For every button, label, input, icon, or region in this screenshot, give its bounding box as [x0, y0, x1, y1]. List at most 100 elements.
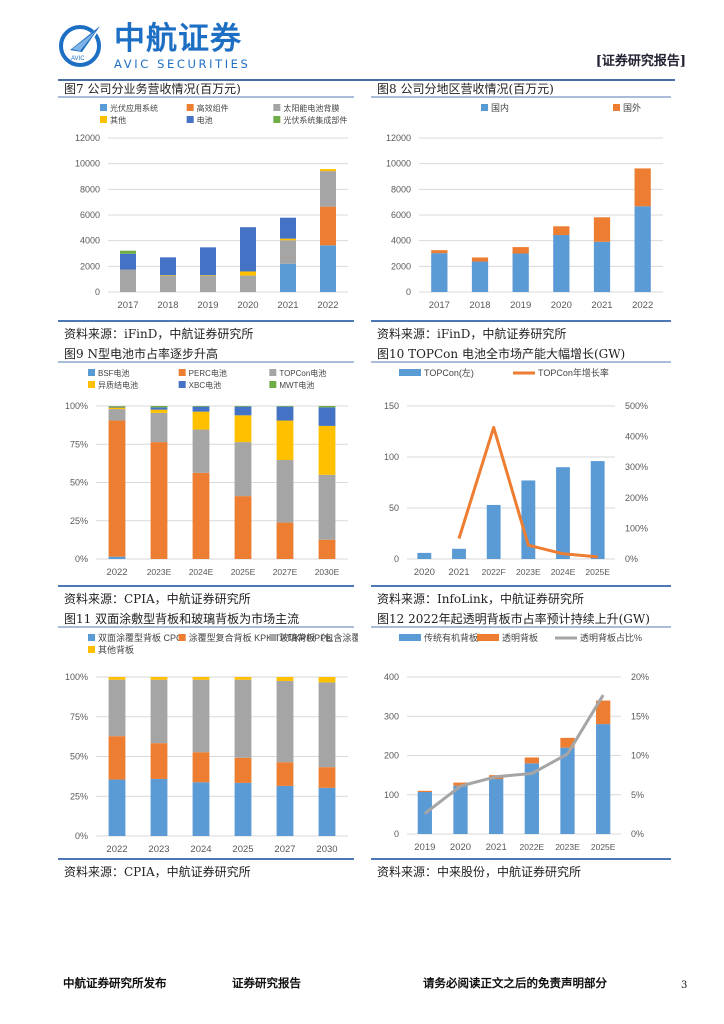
logo-chinese-name: 中航证券: [114, 21, 242, 57]
y-tick-label: 6000: [80, 210, 100, 220]
bar-segment: [200, 247, 216, 276]
fig11-chart: 双面涂覆型背板 CPC 涂覆型复合背板 KPK/TPT/KPF/PPE玻璃背板（包…: [65, 632, 358, 855]
bar-segment: [192, 679, 210, 753]
bar-segment: [160, 257, 176, 276]
x-tick-label: 2022: [106, 567, 127, 578]
y-tick-label: 4000: [391, 236, 411, 246]
x-tick-label: 2019: [197, 300, 218, 311]
legend-label: TOPCon电池: [279, 368, 326, 378]
y2-tick-label: 200%: [625, 493, 648, 503]
bar-segment: [120, 250, 136, 254]
footer-disclaimer: 请务必阅读正文之后的免责声明部分: [423, 976, 607, 990]
bar-segment: [276, 680, 294, 763]
source-divider: [58, 320, 354, 322]
y-tick-label: 12000: [386, 133, 411, 143]
y2-tick-label: 5%: [631, 790, 644, 800]
svg-text:AVIC: AVIC: [71, 56, 85, 62]
bar-segment: [320, 171, 336, 207]
bar-segment: [150, 407, 168, 410]
bar-segment: [160, 275, 176, 276]
bar-segment: [524, 757, 539, 764]
figure-source: 资料来源：iFinD，中航证券研究所: [64, 327, 254, 341]
bar-segment: [234, 757, 252, 783]
bar-segment: [453, 782, 468, 786]
bar-segment: [276, 522, 294, 559]
source-divider: [58, 858, 354, 860]
bar-segment: [318, 677, 336, 683]
legend-item: 透明背板: [477, 632, 538, 643]
y2-tick-label: 10%: [631, 751, 649, 761]
bar-segment: [150, 409, 168, 413]
legend-swatch: [613, 104, 620, 111]
bar-segment: [553, 226, 570, 236]
legend-swatch: [178, 381, 186, 388]
bar-segment: [192, 411, 210, 430]
bar-segment: [276, 460, 294, 523]
bar-segment: [234, 677, 252, 680]
y-tick-label: 100: [384, 452, 399, 462]
legend-item: 玻璃背板（包含涂覆玻璃和镀膜玻璃）: [269, 632, 358, 643]
bar-segment: [553, 235, 570, 292]
bar-segment: [192, 406, 210, 412]
bar-segment: [593, 217, 611, 242]
y-tick-label: 6000: [391, 210, 411, 220]
bar-segment: [234, 496, 252, 559]
bar-segment: [318, 474, 336, 540]
bar-segment: [240, 275, 256, 292]
y-tick-label: 4000: [80, 236, 100, 246]
bar-segment: [280, 240, 296, 264]
legend-item: 国外: [613, 102, 641, 113]
bar-segment: [150, 679, 168, 744]
legend-item: 光伏应用系统: [100, 103, 158, 113]
x-tick-label: 2022: [106, 844, 127, 855]
bar-segment: [512, 247, 529, 254]
bar-segment: [276, 762, 294, 786]
legend-swatch: [88, 381, 95, 388]
legend-label: 双面涂覆型背板 CPC: [98, 632, 183, 643]
y-tick-label: 200: [384, 751, 399, 761]
fig8-panel: 图8 公司分地区营收情况(百万元) 国内 国外 0 2000 4000 6000 8000 10…: [371, 80, 675, 352]
legend-label: 其他背板: [98, 644, 134, 655]
bar-segment: [417, 552, 432, 559]
x-tick-label: 2017: [429, 300, 450, 311]
bar-segment: [471, 261, 489, 292]
legend-swatch: [186, 104, 194, 111]
x-tick-label: 2023E: [555, 842, 580, 852]
legend-label: 光伏应用系统: [110, 103, 158, 113]
bar-segment: [276, 406, 294, 407]
y-tick-label: 8000: [391, 184, 411, 194]
legend-swatch: [178, 369, 186, 376]
bar-segment: [160, 275, 176, 292]
y-tick-label: 75%: [70, 439, 88, 449]
x-tick-label: 2020: [237, 300, 258, 311]
legend-swatch: [178, 634, 186, 641]
bar-segment: [108, 407, 126, 410]
legend-swatch: [88, 369, 95, 376]
bar-segment: [560, 737, 575, 748]
y-tick-label: 100: [384, 790, 399, 800]
figure-title-divider: [371, 361, 671, 363]
x-tick-label: 2019: [414, 842, 435, 853]
x-tick-label: 2030E: [315, 567, 340, 577]
bar-segment: [108, 679, 126, 737]
fig9-panel: 图9 N型电池市占率逐步升高 BSF电池 PERC电池 TOPCon电池 异质结电池 XB…: [58, 345, 358, 617]
fig12-panel: 图12 2022年起透明背板市占率预计持续上升(GW) 传统有机背板 透明背板 透明背…: [371, 610, 675, 890]
y-tick-label: 0%: [75, 831, 88, 841]
bar-segment: [108, 556, 126, 559]
bar-segment: [521, 480, 536, 559]
figure-title: 图9 N型电池市占率逐步升高: [64, 347, 218, 361]
x-tick-label: 2025E: [231, 567, 256, 577]
y-tick-label: 100%: [65, 401, 88, 411]
y-tick-label: 50: [389, 503, 399, 513]
bar-segment: [453, 785, 468, 834]
bar-segment: [150, 677, 168, 680]
report-type-tag: [证券研究报告]: [595, 54, 686, 69]
legend-swatch: [100, 116, 107, 123]
legend-swatch: [399, 634, 421, 641]
figure-title: 图7 公司分业务营收情况(百万元): [64, 82, 241, 96]
y2-tick-label: 100%: [625, 523, 648, 533]
fig12-chart: 传统有机背板 透明背板 透明背板占比% 0 100 200 300 400 0% 5% 10% 15%…: [384, 632, 649, 853]
legend-label: 玻璃背板（包含涂覆玻璃和镀膜玻璃）: [279, 632, 358, 643]
figure-source: 资料来源：InfoLink，中航证券研究所: [377, 592, 584, 606]
legend-item: TOPCon(左): [399, 367, 474, 378]
